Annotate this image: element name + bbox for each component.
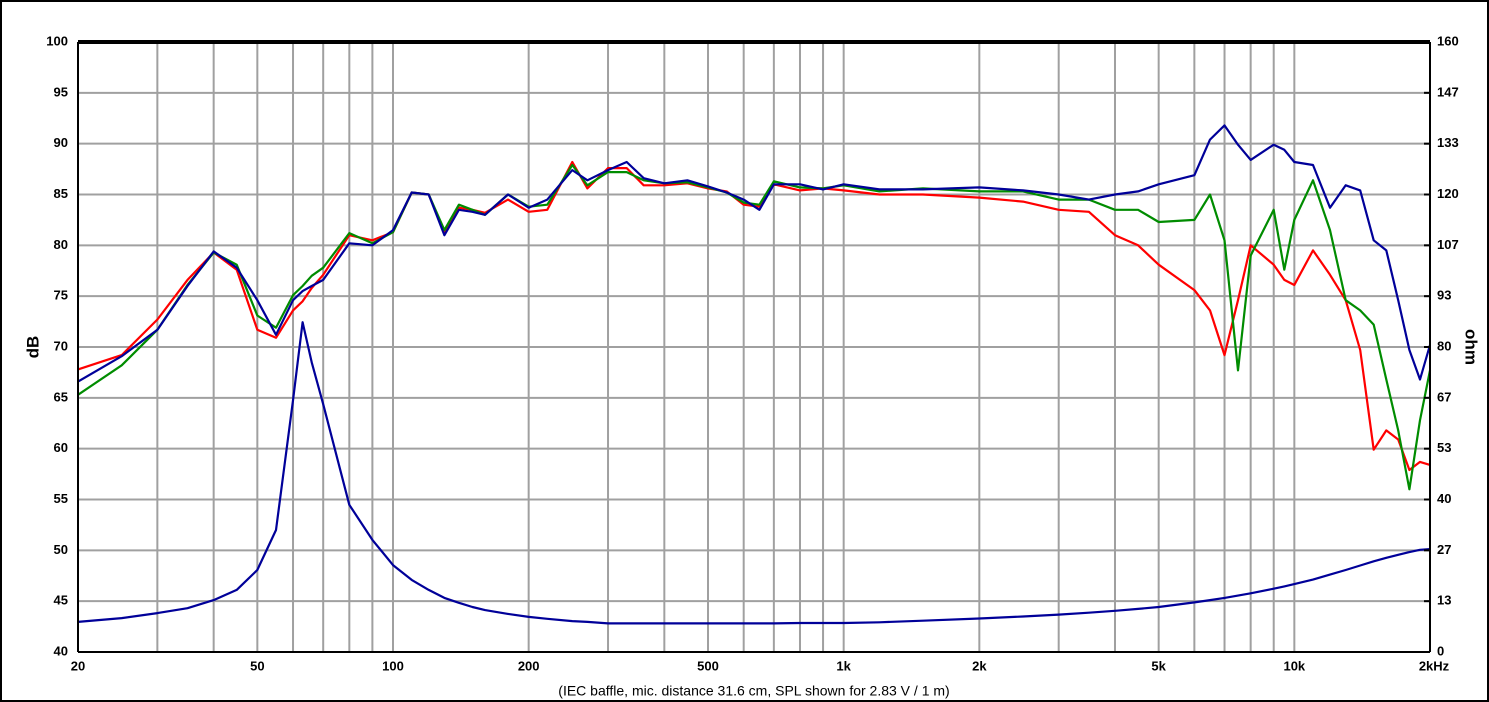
y2-tick-label: 0 (1437, 643, 1444, 658)
x-tick-label: 200 (518, 658, 540, 673)
y2-tick-label: 27 (1437, 542, 1451, 557)
y2-tick-label: 80 (1437, 338, 1451, 353)
x-tick-label: 500 (697, 658, 719, 673)
y2-tick-label: 40 (1437, 491, 1451, 506)
y-tick-label: 80 (54, 237, 68, 252)
y-tick-label: 60 (54, 440, 68, 455)
y2-tick-label: 133 (1437, 135, 1459, 150)
y-tick-label: 45 (54, 593, 68, 608)
y2-tick-label: 67 (1437, 389, 1451, 404)
x-tick-label: 2k (972, 658, 987, 673)
x-tick-label: 10k (1283, 658, 1305, 673)
y-tick-label: 85 (54, 186, 68, 201)
x-tick-label: 5k (1151, 658, 1166, 673)
x-tick-label: 20 (71, 658, 85, 673)
y2-tick-label: 147 (1437, 84, 1459, 99)
y-tick-label: 90 (54, 135, 68, 150)
y2-tick-label: 120 (1437, 186, 1459, 201)
y2-tick-label: 93 (1437, 288, 1451, 303)
y-tick-label: 75 (54, 288, 68, 303)
y2-tick-label: 107 (1437, 237, 1459, 252)
spl-line (77, 163, 1432, 491)
y-tick-label: 95 (54, 84, 68, 99)
y2-tick-label: 13 (1437, 593, 1451, 608)
x-tick-label: 50 (250, 658, 264, 673)
x-tick-label: 2kHz (1419, 658, 1450, 673)
y-tick-label: 65 (54, 389, 68, 404)
y-tick-label: 55 (54, 491, 68, 506)
spl-line (77, 124, 1432, 383)
y-tick-label: 100 (46, 33, 68, 48)
x-tick-label: 1k (836, 658, 851, 673)
x-axis-label: (IEC baffle, mic. distance 31.6 cm, SPL … (558, 683, 949, 699)
y2-tick-label: 160 (1437, 33, 1459, 48)
y-tick-label: 40 (54, 643, 68, 658)
impedance-line (77, 321, 1431, 625)
y2-axis-label: ohm (1462, 329, 1481, 365)
y2-tick-label: 53 (1437, 440, 1451, 455)
y-tick-label: 50 (54, 542, 68, 557)
x-tick-label: 100 (382, 658, 404, 673)
lines (77, 124, 1432, 625)
y-axis-label: dB (23, 336, 42, 359)
y-tick-label: 70 (54, 338, 68, 353)
